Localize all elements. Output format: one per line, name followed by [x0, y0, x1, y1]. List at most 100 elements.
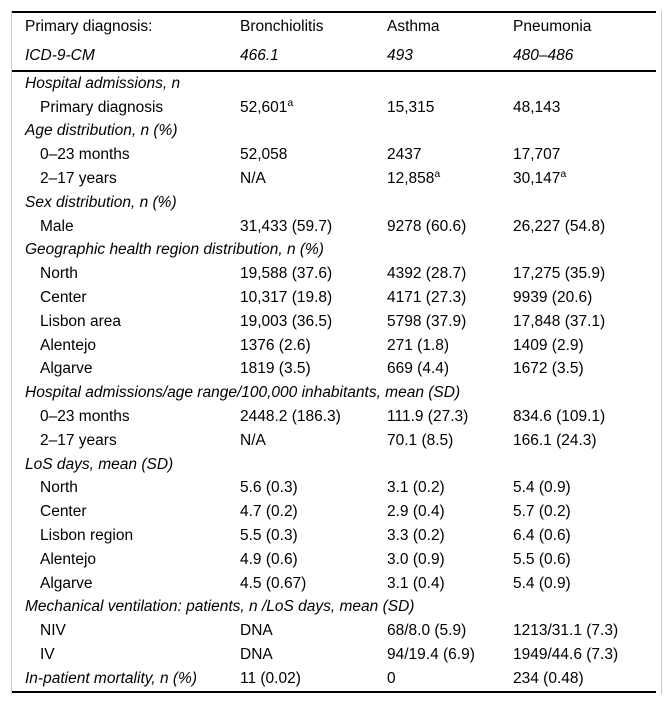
cell-value: 5.4 (0.9)	[513, 479, 571, 497]
table-row: Algarve 4.5 (0.67) 3.1 (0.4) 5.4 (0.9)	[12, 572, 656, 596]
cell-value	[513, 381, 656, 405]
table-row: Primary diagnosis 52,601a 15,315 48,143	[12, 96, 656, 120]
cell-value: 111.9 (27.3)	[387, 408, 469, 426]
cell-value	[513, 453, 656, 477]
cell-value: 271 (1.8)	[387, 336, 450, 354]
cell-value: 15,315	[387, 98, 435, 116]
cell-value: 52,058	[240, 146, 288, 164]
cell-value: 5.5 (0.6)	[513, 550, 571, 568]
cell-value: 17,707	[513, 146, 561, 164]
cell-value: 1819 (3.5)	[240, 360, 311, 378]
table-container: Primary diagnosis: Bronchiolitis Asthma …	[11, 11, 662, 694]
row-label: Hospital admissions, n	[25, 74, 181, 92]
row-label: Alentejo	[40, 336, 97, 354]
cell-value: 4392 (28.7)	[387, 265, 467, 283]
table-row: Center 4.7 (0.2) 2.9 (0.4) 5.7 (0.2)	[12, 500, 656, 524]
cell-value: 234 (0.48)	[513, 669, 584, 687]
row-label: Algarve	[40, 360, 93, 378]
cell-value: 19,588 (37.6)	[240, 265, 333, 283]
row-label: Center	[40, 289, 87, 307]
row-label: Geographic health region distribution, n…	[25, 241, 324, 259]
row-label: Center	[40, 503, 87, 521]
table-row: Alentejo 4.9 (0.6) 3.0 (0.9) 5.5 (0.6)	[12, 548, 656, 572]
icd-code-row: ICD-9-CM 466.1 493 480–486	[12, 42, 656, 72]
cell-value: 1409 (2.9)	[513, 336, 584, 354]
cell-value: 10,317 (19.8)	[240, 289, 333, 307]
cell-value	[240, 71, 387, 96]
cell-value: 30,147a	[513, 167, 567, 188]
section-row: Geographic health region distribution, n…	[12, 239, 656, 263]
cell-value: 26,227 (54.8)	[513, 217, 606, 235]
cell-value: 9278 (60.6)	[387, 217, 467, 235]
table-row: 2–17 years N/A 12,858a 30,147a	[12, 167, 656, 191]
cell-value: 2448.2 (186.3)	[240, 408, 341, 426]
column-header-asthma: Asthma	[387, 18, 440, 36]
row-label: 0–23 months	[40, 146, 130, 164]
cell-value	[513, 596, 656, 620]
cell-value	[387, 71, 513, 96]
section-row: Age distribution, n (%)	[12, 120, 656, 144]
cell-value: 5.4 (0.9)	[513, 574, 571, 592]
cell-value: 1376 (2.6)	[240, 336, 311, 354]
column-header-row: Primary diagnosis: Bronchiolitis Asthma …	[12, 12, 656, 42]
row-label: Hospital admissions/age range/100,000 in…	[25, 384, 461, 402]
row-label: LoS days, mean (SD)	[25, 455, 174, 473]
cell-value: 5798 (37.9)	[387, 312, 467, 330]
cell-value	[513, 71, 656, 96]
row-label: Age distribution, n (%)	[25, 122, 178, 140]
cell-value: 1672 (3.5)	[513, 360, 584, 378]
table-row: 0–23 months 2448.2 (186.3) 111.9 (27.3) 834…	[12, 405, 656, 429]
row-label: 2–17 years	[40, 170, 117, 188]
section-row: Hospital admissions, n	[12, 71, 656, 96]
cell-value: 5.5 (0.3)	[240, 527, 298, 545]
cell-value: 669 (4.4)	[387, 360, 450, 378]
cell-value: 5.6 (0.3)	[240, 479, 298, 497]
cell-value: 19,003 (36.5)	[240, 312, 333, 330]
cell-value: 1213/31.1 (7.3)	[513, 622, 619, 640]
cell-value	[387, 120, 513, 144]
footnote-marker: a	[434, 167, 441, 180]
cell-value: N/A	[240, 431, 266, 449]
cell-value: 4.5 (0.67)	[240, 574, 307, 592]
footnote-marker: a	[287, 96, 294, 109]
cell-value: 52,601a	[240, 96, 294, 116]
cell-value	[240, 453, 387, 477]
table-row: NIV DNA 68/8.0 (5.9) 1213/31.1 (7.3)	[12, 619, 656, 643]
row-label: North	[40, 265, 78, 283]
table-row: 0–23 months 52,058 2437 17,707	[12, 143, 656, 167]
table-header: Primary diagnosis: Bronchiolitis Asthma …	[12, 12, 656, 71]
table-row: North 5.6 (0.3) 3.1 (0.2) 5.4 (0.9)	[12, 477, 656, 501]
table-row: North 19,588 (37.6) 4392 (28.7) 17,275 (35.…	[12, 262, 656, 286]
icd-row-label: ICD-9-CM	[25, 46, 95, 64]
row-label: Algarve	[40, 574, 93, 592]
column-header-pneumonia: Pneumonia	[513, 18, 592, 36]
row-label: Alentejo	[40, 550, 97, 568]
table-body: Hospital admissions, n Primary diagnosis 5…	[12, 71, 656, 692]
cell-value: 0	[387, 669, 396, 687]
cell-value: 94/19.4 (6.9)	[387, 646, 475, 664]
cell-value: 5.7 (0.2)	[513, 503, 571, 521]
cell-value	[513, 191, 656, 215]
cell-value	[240, 120, 387, 144]
row-label: IV	[40, 646, 55, 664]
table-row: Male 31,433 (59.7) 9278 (60.6) 26,227 (54.8…	[12, 215, 656, 239]
row-label: 2–17 years	[40, 431, 117, 449]
row-label: Male	[40, 217, 74, 235]
footnote-marker: a	[560, 167, 567, 180]
cell-value	[387, 239, 513, 263]
cell-value: 3.0 (0.9)	[387, 550, 445, 568]
cell-value: 31,433 (59.7)	[240, 217, 333, 235]
row-label: Lisbon area	[40, 312, 122, 330]
row-label: Primary diagnosis	[40, 98, 164, 116]
cell-value: 4171 (27.3)	[387, 289, 467, 307]
cell-value: 4.7 (0.2)	[240, 503, 298, 521]
cell-value: 3.3 (0.2)	[387, 527, 445, 545]
table-row: Algarve 1819 (3.5) 669 (4.4) 1672 (3.5)	[12, 358, 656, 382]
icd-value-pneumonia: 480–486	[513, 46, 574, 64]
cell-value: 48,143	[513, 98, 561, 116]
cell-value: 166.1 (24.3)	[513, 431, 597, 449]
table-row: IV DNA 94/19.4 (6.9) 1949/44.6 (7.3)	[12, 643, 656, 667]
cell-value: 70.1 (8.5)	[387, 431, 454, 449]
cell-value: 2437	[387, 146, 422, 164]
cell-value: 68/8.0 (5.9)	[387, 622, 467, 640]
